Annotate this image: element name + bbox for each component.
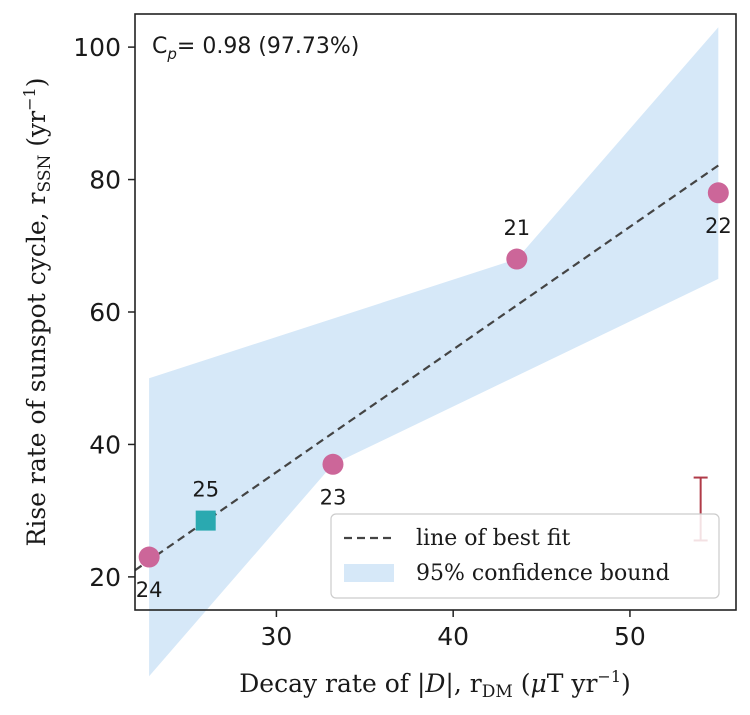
confidence-band: [149, 27, 719, 677]
x-tick-label: 40: [437, 622, 469, 651]
y-ticks: 20 40 60 80 100: [73, 33, 135, 592]
y-tick-label: 20: [89, 563, 121, 592]
y-tick-label: 80: [89, 166, 121, 195]
point-cycle-22: [707, 182, 729, 204]
best-fit-line: [134, 162, 723, 572]
point-label-21: 21: [503, 216, 530, 240]
y-tick-label: 100: [73, 33, 121, 62]
point-cycle-21: [506, 248, 528, 270]
y-axis-label: Rise rate of sunspot cycle, rSSN (yr−1): [20, 78, 55, 547]
x-axis-label: Decay rate of |D|, rDM (μT yr−1): [239, 667, 631, 702]
point-label-25: 25: [192, 478, 219, 502]
point-cycle-24: [138, 546, 160, 568]
x-tick-label: 30: [261, 622, 293, 651]
y-tick-label: 60: [89, 298, 121, 327]
point-label-22: 22: [705, 214, 732, 238]
point-cycle-23: [322, 453, 344, 475]
point-label-24: 24: [136, 578, 163, 602]
legend: line of best fit 95% confidence bound: [330, 513, 720, 599]
legend-box: [330, 513, 720, 599]
x-tick-label: 50: [614, 622, 646, 651]
y-tick-label: 40: [89, 430, 121, 459]
legend-band-swatch: [344, 564, 394, 582]
point-label-23: 23: [320, 485, 347, 509]
x-ticks: 30 40 50: [261, 610, 646, 651]
point-cycle-25: [195, 510, 216, 531]
legend-band-label: 95% confidence bound: [416, 561, 670, 586]
legend-fit-label: line of best fit: [416, 526, 571, 551]
correlation-annotation: Cp= 0.98 (97.73%): [152, 34, 359, 63]
data-points: 21 22 23 24 25: [136, 182, 732, 602]
